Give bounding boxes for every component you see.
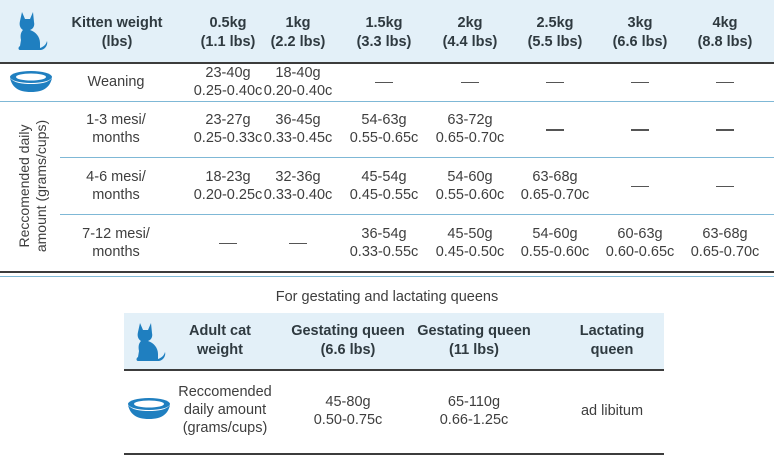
amount-cell: 63-68g 0.65-0.70c: [520, 168, 590, 203]
amount-cell: 54-60g 0.55-0.60c: [435, 168, 505, 203]
queens-amount-cell: 45-80g 0.50-0.75c: [313, 394, 383, 428]
kitten-row-rule: [0, 101, 774, 102]
amount-cell: 60-63g 0.60-0.65c: [605, 225, 675, 260]
no-value-dash: [631, 185, 649, 187]
queens-bottom-rule: [124, 453, 664, 455]
food-bowl-icon: [8, 70, 54, 94]
kitten-row-rule: [60, 157, 774, 158]
weight-column-header: 1.5kg (3.3 lbs): [342, 14, 426, 52]
amount-cell: 36-45g 0.33-0.45c: [263, 112, 333, 146]
amount-cell: 36-54g 0.33-0.55c: [349, 225, 419, 260]
kitten-bottom-rule-thin: [0, 276, 774, 277]
weight-lbs: (3.3 lbs): [356, 34, 412, 50]
daily-amount-side-label: Reccomended daily amount (grams/cups): [16, 119, 49, 253]
weight-kg: 1kg: [285, 15, 311, 31]
no-value-dash: [546, 81, 564, 83]
weight-kg: 0.5kg: [209, 15, 247, 31]
amount-cell: 23-27g 0.25-0.33c: [193, 112, 263, 146]
queens-column-header: Adult cat weight: [188, 323, 252, 358]
no-value-dash: [631, 129, 649, 131]
weight-column-header: 1kg (2.2 lbs): [256, 14, 340, 52]
weight-lbs: (6.6 lbs): [612, 34, 668, 50]
queens-column-header: Gestating queen (6.6 lbs): [291, 323, 405, 358]
queens-table-title: For gestating and lactating queens: [275, 289, 499, 305]
weight-lbs: (8.8 lbs): [697, 34, 753, 50]
amount-cell: 54-63g 0.55-0.65c: [349, 112, 419, 146]
kitten-bottom-rule: [0, 271, 774, 273]
weight-kg: 4kg: [712, 15, 738, 31]
queens-row-label: Reccomended daily amount (grams/cups): [178, 384, 272, 436]
weight-lbs: (5.5 lbs): [527, 34, 583, 50]
food-bowl-icon: [126, 397, 172, 421]
no-value-dash: [546, 129, 564, 131]
weight-column-header: 3kg (6.6 lbs): [598, 14, 682, 52]
amount-cell: 45-50g 0.45-0.50c: [435, 225, 505, 260]
amount-cell: 63-72g 0.65-0.70c: [435, 112, 505, 146]
no-value-dash: [289, 242, 307, 244]
queens-amount-cell: ad libitum: [580, 403, 644, 419]
age-label: 4-6 mesi/ months: [86, 168, 146, 203]
queens-header-rule: [124, 369, 664, 371]
amount-cell: 54-60g 0.55-0.60c: [520, 225, 590, 260]
amount-cell: 23-40g 0.25-0.40c: [193, 64, 263, 99]
amount-cell: 63-68g 0.65-0.70c: [690, 225, 760, 260]
weight-kg: 2kg: [457, 15, 483, 31]
amount-cell: 18-40g 0.20-0.40c: [263, 64, 333, 99]
no-value-dash: [461, 81, 479, 83]
weight-lbs: (1.1 lbs): [200, 34, 256, 50]
kitten-header-rule: [0, 62, 774, 64]
weight-lbs: (2.2 lbs): [270, 34, 326, 50]
weight-column-header: 0.5kg (1.1 lbs): [186, 14, 270, 52]
queens-column-header: Gestating queen (11 lbs): [417, 323, 531, 358]
weight-kg: 3kg: [627, 15, 653, 31]
no-value-dash: [716, 129, 734, 131]
weight-kg: 2.5kg: [536, 15, 574, 31]
weight-kg: 1.5kg: [365, 15, 403, 31]
age-label: 1-3 mesi/ months: [86, 112, 146, 146]
amount-cell: 45-54g 0.45-0.55c: [349, 168, 419, 203]
no-value-dash: [375, 81, 393, 83]
kitten-weight-header: Kitten weight (lbs): [71, 15, 163, 50]
queens-amount-cell: 65-110g 0.66-1.25c: [439, 394, 509, 428]
no-value-dash: [716, 81, 734, 83]
kitten-row-rule: [60, 214, 774, 215]
cat-silhouette-icon: [132, 321, 168, 363]
age-label: Weaning: [87, 73, 145, 90]
queens-column-header: Lactating queen: [579, 323, 645, 358]
no-value-dash: [716, 185, 734, 187]
no-value-dash: [631, 81, 649, 83]
weight-lbs: (4.4 lbs): [442, 34, 498, 50]
age-label: 7-12 mesi/ months: [82, 225, 150, 260]
queens-header-band: [124, 313, 664, 369]
weight-column-header: 2.5kg (5.5 lbs): [513, 14, 597, 52]
kitten-header-band: [0, 0, 774, 62]
weight-column-header: 2kg (4.4 lbs): [428, 14, 512, 52]
cat-silhouette-icon: [14, 10, 50, 52]
amount-cell: 18-23g 0.20-0.25c: [193, 168, 263, 203]
weight-column-header: 4kg (8.8 lbs): [683, 14, 767, 52]
no-value-dash: [219, 242, 237, 244]
amount-cell: 32-36g 0.33-0.40c: [263, 168, 333, 203]
